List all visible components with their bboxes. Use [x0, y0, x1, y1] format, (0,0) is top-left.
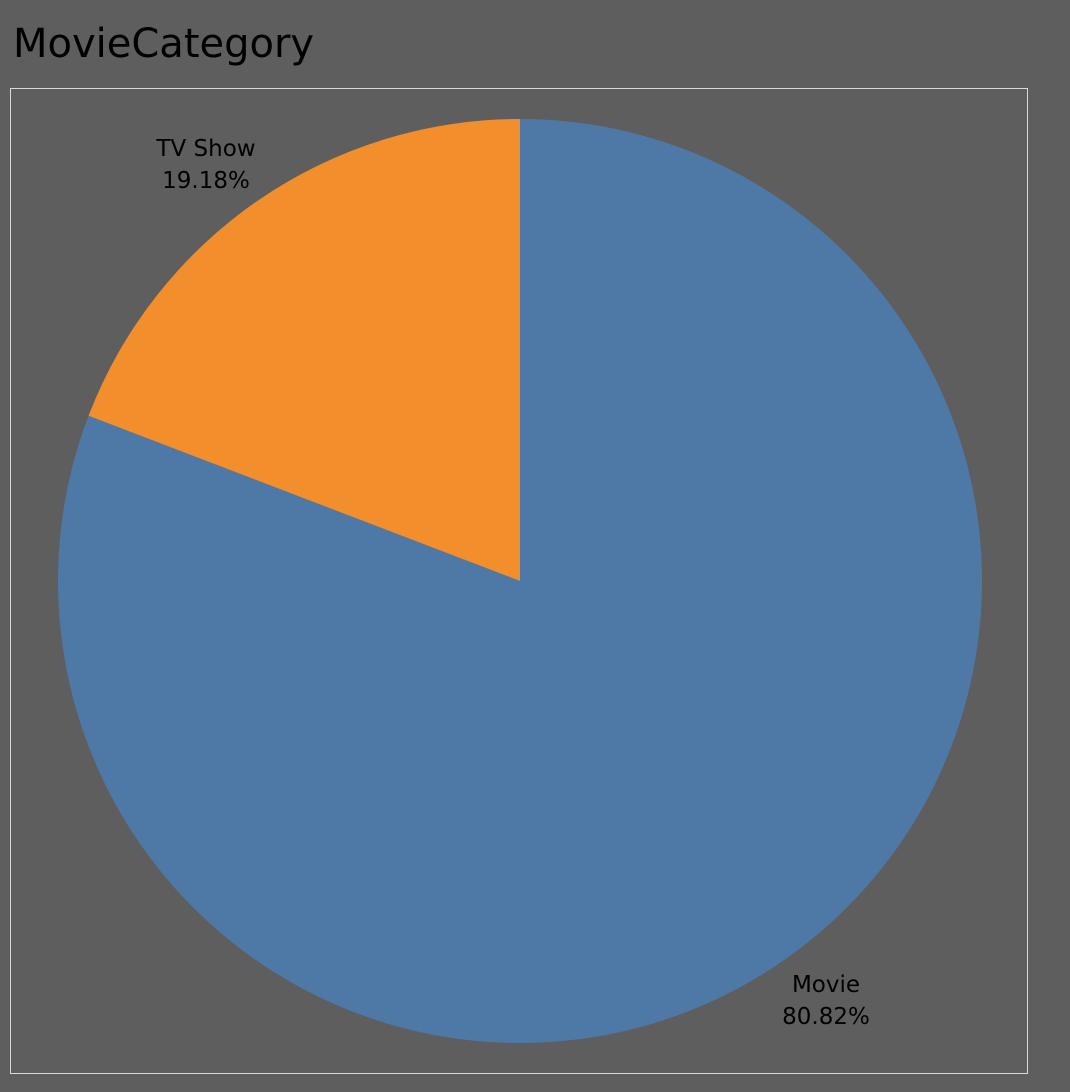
pie-slices: [57, 119, 982, 1044]
slice-label-tv-show: TV Show: [155, 136, 255, 162]
slice-value-movie: 80.82%: [782, 1004, 870, 1030]
pie-slice-movie[interactable]: [57, 119, 982, 1044]
slice-value-tv-show: 19.18%: [162, 168, 250, 194]
pie-labels: Movie 80.82% TV Show 19.18%: [155, 136, 869, 1030]
pie-slice-tv-show[interactable]: [88, 119, 520, 581]
chart-title: MovieCategory: [13, 21, 315, 67]
chart-frame: [10, 88, 1028, 1074]
slice-label-movie: Movie: [792, 972, 860, 998]
